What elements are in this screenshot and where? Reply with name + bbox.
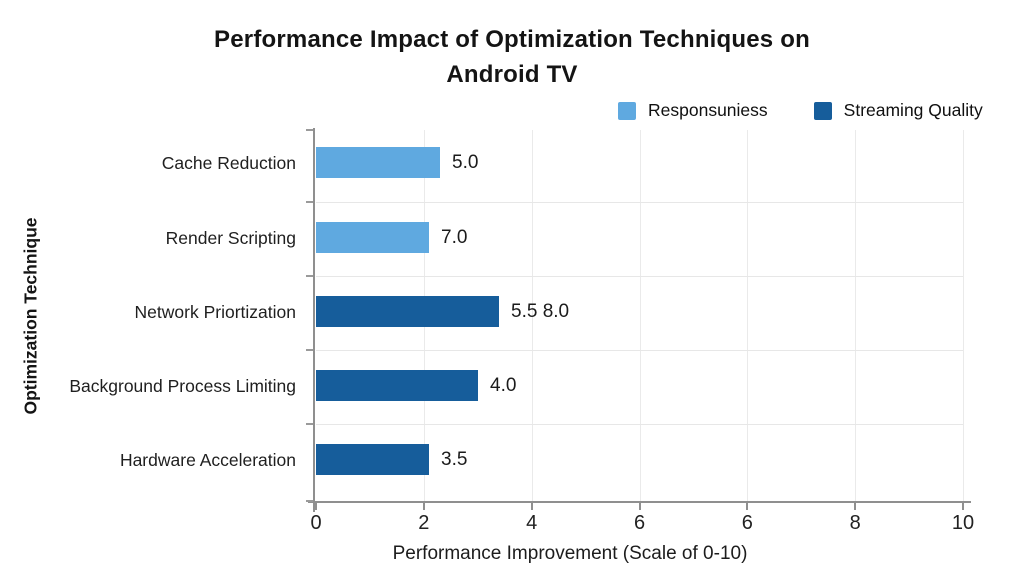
legend-item-responsiveness: Responsuniess	[618, 100, 768, 121]
legend: Responsuniess Streaming Quality	[618, 100, 983, 121]
category-label: Cache Reduction	[161, 152, 296, 173]
x-tick-label: 2	[418, 512, 430, 534]
x-tick-label: 0	[310, 512, 322, 534]
y-tick-mark	[306, 129, 313, 131]
x-tick-mark	[422, 503, 425, 510]
legend-swatch-light-blue-icon	[618, 101, 636, 120]
gridline-horizontal	[316, 276, 963, 277]
x-tick-label: 10	[951, 512, 975, 534]
chart-title-line2: Android TV	[446, 61, 578, 88]
x-tick-mark	[530, 503, 533, 510]
category-label: Render Scripting	[165, 227, 296, 248]
bar-hardware-acceleration	[316, 444, 429, 475]
y-tick-mark	[306, 201, 313, 203]
y-tick-mark	[306, 349, 313, 351]
y-tick-mark	[306, 423, 313, 425]
gridline-vertical	[963, 130, 964, 501]
x-tick-label: 6	[741, 512, 753, 534]
legend-item-streaming-quality: Streaming Quality	[813, 100, 983, 121]
x-tick-mark	[746, 503, 749, 510]
gridline-vertical	[855, 130, 857, 501]
x-tick-label: 8	[849, 512, 861, 534]
bar-background-process-limiting	[316, 370, 478, 401]
bar-render-scripting	[316, 222, 429, 253]
y-tick-mark	[306, 500, 313, 502]
bar-value-label: 5.0	[452, 151, 479, 173]
bar-cache-reduction	[316, 147, 440, 178]
y-axis-line	[313, 128, 315, 512]
bar-network-priortization	[316, 296, 499, 327]
x-tick-mark	[315, 503, 317, 510]
bar-value-label: 7.0	[441, 226, 468, 248]
gridline-horizontal	[316, 350, 963, 351]
legend-swatch-dark-blue-icon	[813, 101, 832, 120]
gridline-horizontal	[316, 202, 963, 203]
category-label: Hardware Acceleration	[119, 449, 296, 470]
legend-label: Responsuniess	[648, 100, 768, 120]
category-label: Background Process Limiting	[69, 375, 296, 396]
x-tick-label: 6	[633, 512, 646, 534]
x-tick-mark	[854, 503, 857, 510]
chart-title: Performance Impact of Optimization Techn…	[0, 22, 1024, 92]
bar-value-label: 5.5 8.0	[511, 300, 570, 322]
x-axis-title: Performance Improvement (Scale of 0-10)	[392, 543, 748, 564]
x-tick-mark	[962, 503, 964, 510]
gridline-vertical	[531, 130, 533, 501]
gridline-vertical	[639, 130, 641, 501]
x-tick-label: 4	[526, 512, 538, 534]
gridline-vertical	[747, 130, 749, 501]
gridline-horizontal	[316, 424, 963, 425]
bar-value-label: 3.5	[441, 448, 468, 470]
x-tick-mark	[638, 503, 641, 510]
legend-label: Streaming Quality	[843, 100, 983, 120]
x-axis-line	[308, 501, 971, 503]
chart-title-line1: Performance Impact of Optimization Techn…	[214, 26, 810, 53]
y-tick-mark	[306, 275, 313, 277]
category-label: Network Priortization	[134, 301, 296, 322]
bar-value-label: 4.0	[490, 374, 517, 396]
